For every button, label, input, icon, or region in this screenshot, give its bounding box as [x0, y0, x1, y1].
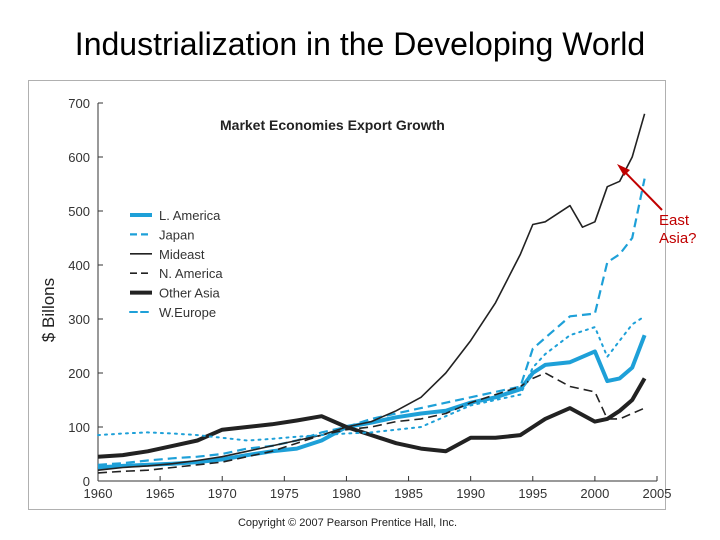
legend-label: Other Asia — [159, 286, 220, 301]
series-line-l-america — [97, 334, 647, 470]
x-tick-label: 2000 — [580, 486, 609, 501]
y-tick-label: 700 — [68, 96, 90, 111]
x-tick-label: 1995 — [518, 486, 547, 501]
y-tick-label: 100 — [68, 420, 90, 435]
callout-line-1: East — [659, 212, 690, 229]
y-tick-label: 600 — [68, 150, 90, 165]
y-tick-label: 0 — [83, 474, 90, 489]
callout-arrowhead — [617, 164, 630, 176]
callout-line-2: Asia? — [659, 230, 697, 247]
legend-label: W.Europe — [159, 305, 216, 320]
x-tick-label: 1970 — [208, 486, 237, 501]
callout-arrow — [619, 166, 663, 211]
copyright-notice: Copyright © 2007 Pearson Prentice Hall, … — [237, 517, 458, 529]
series-layer — [97, 113, 647, 474]
y-tick-label: 200 — [68, 366, 90, 381]
series-line-n-america — [97, 372, 645, 474]
series-line-other-asia — [97, 377, 647, 459]
y-tick-label: 300 — [68, 312, 90, 327]
series-line-mideast — [97, 113, 646, 471]
x-tick-label: 2005 — [643, 486, 672, 501]
series-line-japan — [97, 178, 646, 466]
x-tick-label: 1980 — [332, 486, 361, 501]
y-tick-label: 500 — [68, 204, 90, 219]
legend: L. America Japan Mideast N. America Other As… — [129, 208, 223, 320]
legend-label: Mideast — [159, 247, 205, 262]
axes: 0 100 200 300 400 500 600 700 1960 1965 1970 1975 19… — [68, 96, 671, 501]
legend-label: N. America — [159, 266, 223, 281]
east-asia-callout: East Asia? — [659, 212, 719, 248]
x-tick-label: 1975 — [270, 486, 299, 501]
legend-label: L. America — [159, 208, 221, 223]
slide-title: Industrialization in the Developing Worl… — [74, 26, 646, 62]
x-tick-label: 1985 — [394, 486, 423, 501]
legend-label: Japan — [159, 227, 194, 242]
chart-title: Market Economies Export Growth — [220, 117, 445, 133]
figure-frame — [28, 80, 666, 510]
y-tick-label: 400 — [68, 258, 90, 273]
y-axis-label: $ Billons — [39, 278, 58, 342]
x-tick-label: 1960 — [84, 486, 113, 501]
x-tick-label: 1965 — [146, 486, 175, 501]
x-tick-label: 1990 — [456, 486, 485, 501]
